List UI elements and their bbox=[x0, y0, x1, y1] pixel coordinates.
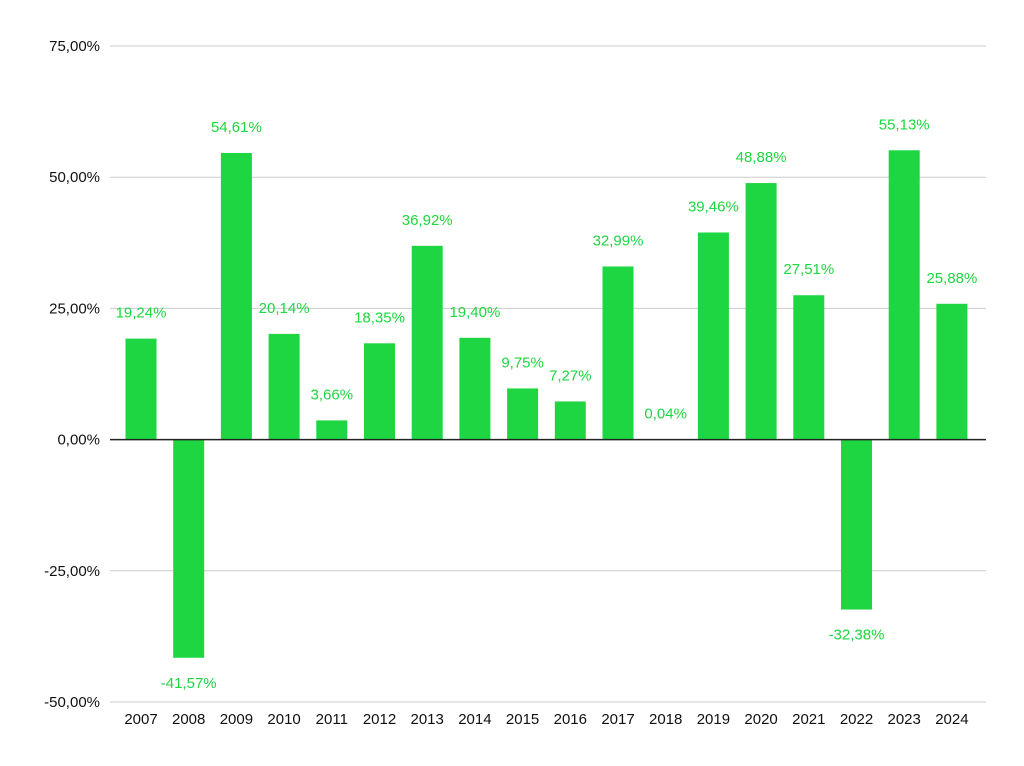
y-tick-label: 50,00% bbox=[49, 169, 100, 186]
x-axis-tick-labels: 2007 2008 2009 2010 2011 2012 2013 2014 2015 2016… bbox=[124, 711, 968, 728]
x-tick-label: 2014 bbox=[458, 711, 491, 728]
bar bbox=[936, 303, 968, 440]
x-tick-label: 2024 bbox=[935, 711, 968, 728]
x-tick-label: 2007 bbox=[124, 711, 157, 728]
data-label: 9,75% bbox=[501, 354, 544, 371]
data-label: -32,38% bbox=[829, 627, 885, 644]
bar bbox=[125, 338, 157, 440]
data-label: 25,88% bbox=[926, 270, 977, 287]
bar bbox=[554, 401, 586, 440]
x-tick-label: 2020 bbox=[744, 711, 777, 728]
x-tick-label: 2017 bbox=[601, 711, 634, 728]
data-label: 19,40% bbox=[449, 304, 500, 321]
data-label: -41,57% bbox=[161, 675, 217, 692]
data-label: 39,46% bbox=[688, 199, 739, 216]
x-tick-label: 2023 bbox=[888, 711, 921, 728]
data-label: 3,66% bbox=[311, 386, 354, 403]
data-label: 32,99% bbox=[593, 232, 644, 249]
bar bbox=[411, 245, 443, 440]
y-tick-label: 75,00% bbox=[49, 38, 100, 55]
data-label: 19,24% bbox=[116, 305, 167, 322]
x-tick-label: 2008 bbox=[172, 711, 205, 728]
data-label: 7,27% bbox=[549, 367, 592, 384]
x-tick-label: 2015 bbox=[506, 711, 539, 728]
x-tick-label: 2010 bbox=[267, 711, 300, 728]
bar bbox=[841, 439, 872, 610]
bar bbox=[602, 266, 634, 440]
data-label: 18,35% bbox=[354, 309, 405, 326]
x-tick-label: 2021 bbox=[792, 711, 825, 728]
x-tick-label: 2013 bbox=[411, 711, 444, 728]
y-tick-label: -50,00% bbox=[44, 694, 100, 711]
y-tick-label: 0,00% bbox=[57, 432, 100, 449]
x-tick-label: 2009 bbox=[220, 711, 253, 728]
x-tick-label: 2016 bbox=[554, 711, 587, 728]
bar bbox=[793, 295, 825, 440]
x-tick-label: 2012 bbox=[363, 711, 396, 728]
bar bbox=[507, 388, 539, 440]
bars bbox=[125, 150, 968, 658]
data-labels: 19,24% -41,57% 54,61% 20,14% 3,66% 18,35% 36,9… bbox=[116, 116, 978, 691]
data-label: 36,92% bbox=[402, 212, 453, 229]
bar bbox=[364, 343, 395, 440]
bar bbox=[220, 153, 252, 440]
x-tick-label: 2022 bbox=[840, 711, 873, 728]
bar bbox=[268, 333, 300, 440]
data-label: 54,61% bbox=[211, 119, 262, 136]
bar bbox=[697, 232, 729, 440]
data-label: 27,51% bbox=[783, 261, 834, 278]
x-tick-label: 2018 bbox=[649, 711, 682, 728]
y-tick-label: -25,00% bbox=[44, 563, 100, 580]
x-tick-label: 2011 bbox=[316, 711, 348, 728]
y-tick-label: 25,00% bbox=[49, 300, 100, 317]
y-axis-tick-labels: 75,00% 50,00% 25,00% 0,00% -25,00% -50,00% bbox=[44, 38, 100, 711]
bar bbox=[173, 439, 205, 658]
bar bbox=[745, 183, 777, 440]
data-label: 20,14% bbox=[259, 300, 310, 317]
bar bbox=[459, 337, 491, 440]
x-tick-label: 2019 bbox=[697, 711, 730, 728]
bar bbox=[316, 420, 348, 440]
data-label: 48,88% bbox=[736, 149, 787, 166]
data-label: 55,13% bbox=[879, 116, 930, 133]
grid-lines bbox=[110, 45, 986, 703]
bar bbox=[888, 150, 920, 440]
data-label: 0,04% bbox=[644, 405, 687, 422]
